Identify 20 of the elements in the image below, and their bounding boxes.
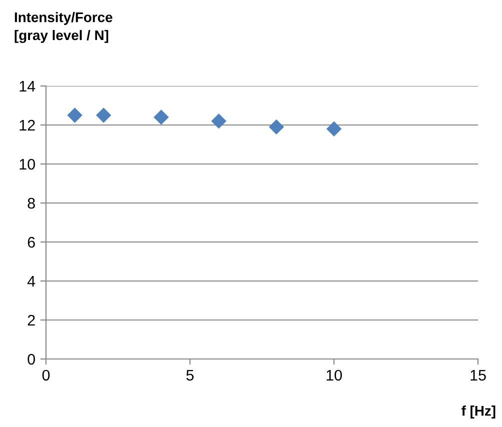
point [268,119,284,135]
point [326,121,342,137]
y-tick-label: 10 [20,158,35,170]
x-tick-label: 15 [470,370,486,381]
y-tick-label: 12 [20,120,35,131]
point [67,108,82,123]
point [96,108,112,123]
x-tick-label: 10 [326,370,342,381]
y-axis-title: Intensity/Force [gray level / N] [14,12,112,43]
x-tick-label: 0 [42,370,50,381]
x-tick-label: 5 [186,370,194,381]
point [154,110,169,125]
y-tick-label: 8 [28,198,35,209]
y-tick-label: 0 [28,354,35,365]
point [211,113,226,129]
y-tick-label: 14 [20,81,36,92]
y-tick-label: 4 [27,276,36,287]
y-tick-label: 6 [28,236,35,248]
y-tick-label: 2 [28,314,35,326]
x-axis-title: f [Hz] [462,406,496,418]
